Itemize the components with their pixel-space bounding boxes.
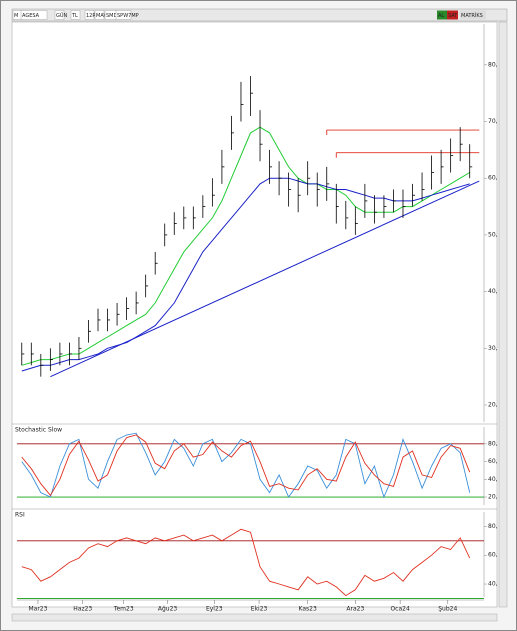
y-tick-label: 50, [488,231,498,238]
y-tick-label: 80, [488,61,498,68]
scrollbar[interactable] [11,613,498,622]
toolbar-button[interactable] [437,10,448,20]
scrollbar[interactable] [498,21,508,608]
indicator-line [21,528,471,597]
x-tick-label: Kas23 [299,606,317,613]
y-tick-label: 40, [488,288,498,295]
toolbar-item[interactable]: SPW7MP [117,13,139,19]
toolbar-item[interactable]: 12R [86,13,96,19]
toolbar-item[interactable]: AGESA [22,13,40,19]
x-tick-label: Mar23 [28,606,47,613]
toolbar-button[interactable] [84,10,95,20]
toolbar-item[interactable]: MATRİKS [461,12,483,19]
toolbar-item[interactable]: MAV [96,13,107,19]
y-tick-label: 70, [488,118,498,125]
panel-title: Stochastic Slow [15,427,62,434]
toolbar-item[interactable]: AL [438,13,444,19]
y-tick-label: 40, [488,581,498,588]
toolbar-item[interactable]: GÜN [56,12,68,19]
y-tick-label: 30, [488,345,498,352]
indicator-line [21,434,471,497]
toolbar-button[interactable] [54,10,65,20]
x-tick-label: Ara23 [346,606,364,613]
toolbar-item[interactable]: TL [71,13,78,19]
toolbar [11,8,508,22]
x-tick-label: Tem23 [113,606,134,613]
y-tick-label: 20, [488,494,498,501]
x-tick-label: Haz23 [73,606,92,613]
toolbar-item[interactable]: M [14,13,18,19]
y-tick-label: 60, [488,552,498,559]
toolbar-button[interactable] [70,10,81,20]
toolbar-button[interactable] [94,10,105,20]
toolbar-button[interactable] [447,10,458,20]
y-tick-label: 80, [488,440,498,447]
moving-average [21,126,470,366]
x-tick-label: Oca24 [390,606,410,613]
y-tick-label: 20, [488,401,498,408]
x-tick-label: Ağu23 [158,606,178,613]
panel-title: RSI [15,512,25,519]
toolbar-item[interactable]: SMD [106,13,117,19]
toolbar-button[interactable] [460,10,486,20]
x-tick-label: Eki23 [251,606,268,613]
toolbar-button[interactable] [115,10,132,20]
indicator-line [21,432,471,499]
x-tick-label: Eyl23 [206,606,223,613]
y-tick-label: 60, [488,175,498,182]
y-tick-label: 80, [488,523,498,530]
toolbar-button[interactable] [20,10,48,20]
x-tick-label: Şub24 [438,606,457,613]
y-tick-label: 60, [488,458,498,465]
y-tick-label: 40, [488,476,498,483]
toolbar-item[interactable]: SAT [448,13,458,19]
plot-area [11,21,498,608]
